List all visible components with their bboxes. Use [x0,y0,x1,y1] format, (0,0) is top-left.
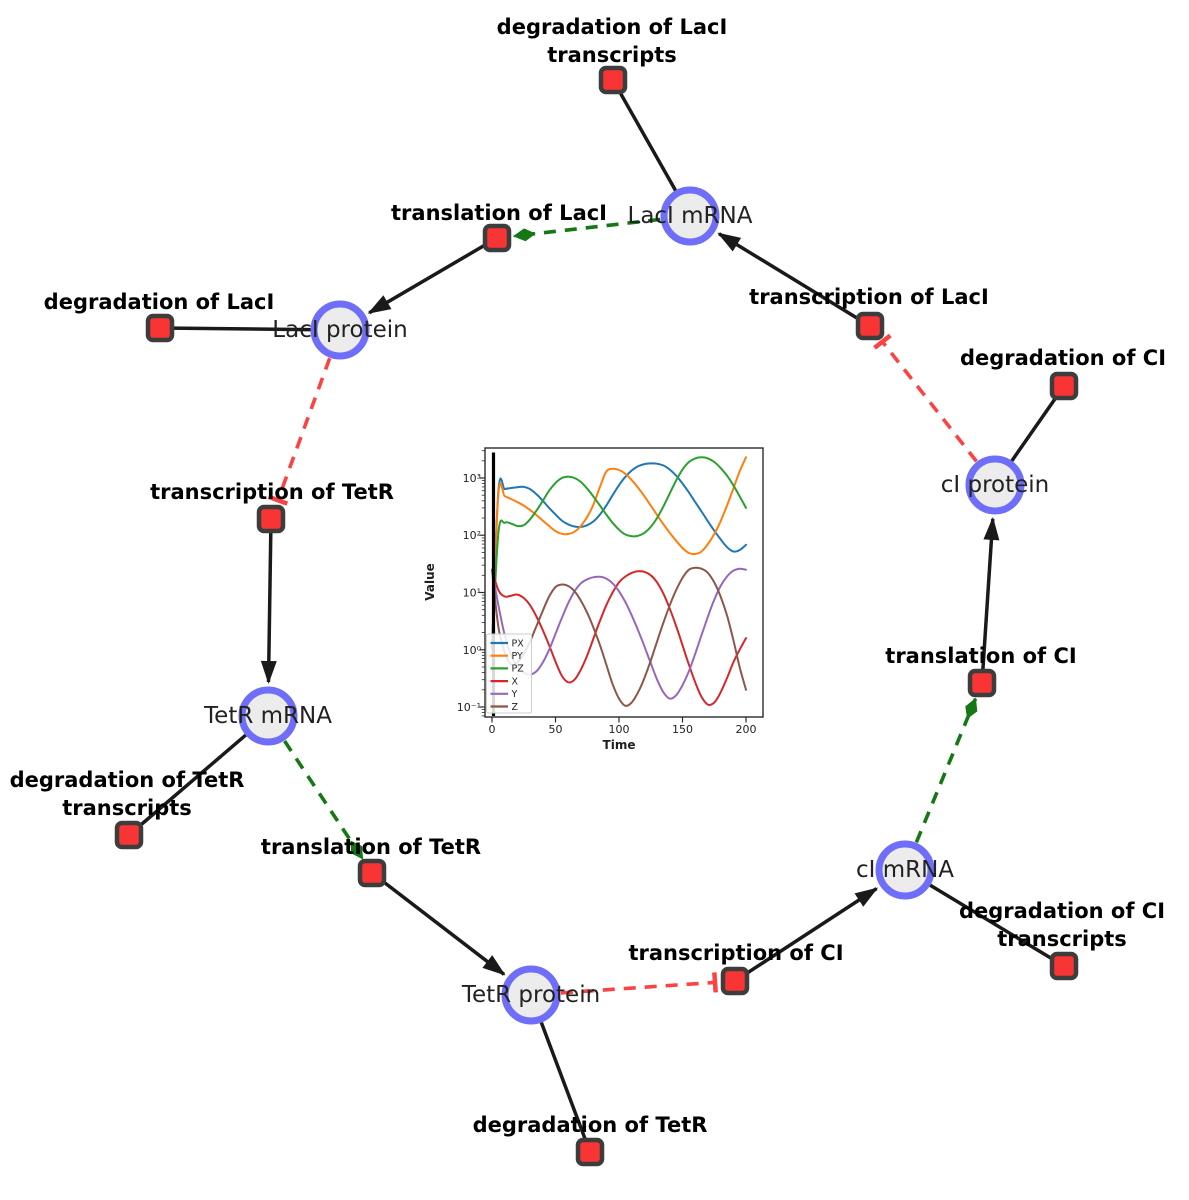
edge-reactant-tetr-mrna-to-degradation-of-tetr-transcripts [127,714,270,837]
chart-series-Y [491,567,747,700]
reaction-node-transcription-of-ci[interactable] [720,966,750,996]
legend-label: Y [511,689,518,700]
reaction-label-degradation-of-ci-transcripts: transcripts [997,927,1127,951]
chart-curves [491,456,747,707]
edge-reactant-ci-mrna-to-degradation-of-ci-transcripts [904,868,1065,968]
y-tick-label: 10⁻¹ [457,701,481,714]
reaction-node-degradation-of-laci-transcripts[interactable] [598,65,628,95]
reaction-label-degradation-of-tetr-transcripts: transcripts [62,796,192,820]
species-node-laci-mrna[interactable] [660,186,720,246]
reaction-node-degradation-of-tetr[interactable] [575,1137,605,1167]
species-node-tetr-mrna[interactable] [238,686,298,746]
reaction-label-degradation-of-ci: degradation of CI [960,346,1166,370]
reaction-label-degradation-of-laci-transcripts: degradation of LacI [497,15,728,39]
x-tick-label: 200 [736,723,757,736]
edges-layer [127,79,1066,1153]
reaction-label-degradation-of-tetr-transcripts: degradation of TetR [10,768,245,792]
edge-modifier-laci-mrna-to-translation-of-laci [512,217,661,242]
y-tick-label: 10³ [463,472,481,485]
species-label-ci-protein: cI protein [941,472,1050,498]
x-tick-label: 150 [672,723,693,736]
chart-series-Z [491,566,747,707]
x-tick-label: 50 [549,723,563,736]
legend-label: PZ [512,664,525,675]
edge-modifier-tetr-mrna-to-translation-of-tetr [283,740,365,860]
x-tick-label: 100 [609,723,630,736]
legend-label: PY [512,651,524,662]
species-label-tetr-protein: TetR protein [461,982,600,1008]
species-label-laci-mrna: LacI mRNA [628,203,753,229]
species-label-laci-protein: LacI protein [272,317,407,343]
y-tick-label: 10⁰ [463,644,482,657]
reaction-node-degradation-of-laci[interactable] [145,313,175,343]
y-tick-label: 10² [463,529,481,542]
edge-inhibition-laci-protein-to-transcription-of-tetr [267,357,332,506]
species-label-ci-mrna: cI mRNA [856,857,954,883]
inset-chart: 0 50 100 150 200 10³ 10² 10¹ 10⁰ 10⁻¹ Va… [423,447,764,752]
reaction-node-degradation-of-ci[interactable] [1049,371,1079,401]
chart-axes-frame [484,447,764,718]
reaction-node-degradation-of-tetr-transcripts[interactable] [114,820,144,850]
legend-label: Z [512,702,519,713]
edge-product-translation-of-tetr-to-tetr-protein [370,871,506,976]
reaction-label-translation-of-laci: translation of LacI [391,201,607,225]
edge-modifier-ci-mrna-to-translation-of-ci [914,697,978,843]
legend-box [486,633,532,714]
species-label-tetr-mrna: TetR mRNA [203,703,332,729]
chart-series-PX [491,462,747,651]
edge-product-transcription-of-ci-to-ci-mrna [734,887,879,983]
edge-product-transcription-of-tetr-to-tetr-mrna [260,518,277,684]
reaction-node-translation-of-laci[interactable] [482,223,512,253]
nodes-layer [114,65,1079,1167]
species-node-laci-protein[interactable] [310,300,370,360]
species-node-tetr-protein[interactable] [501,965,561,1025]
edge-inhibition-tetr-protein-to-transcription-of-ci [560,972,718,995]
reaction-label-degradation-of-laci-transcripts: transcripts [547,43,677,67]
reaction-node-transcription-of-tetr[interactable] [256,504,286,534]
chart-series-PZ [491,456,747,651]
edge-product-translation-of-laci-to-laci-protein [367,236,498,315]
edge-inhibition-ci-protein-to-transcription-of-laci [873,333,978,463]
x-tick-label: 0 [489,723,496,736]
chart-legend: PX PY PZ X Y Z [486,633,532,714]
reaction-label-degradation-of-laci: degradation of LacI [44,290,275,314]
reaction-label-transcription-of-laci: transcription of LacI [749,285,989,309]
reaction-node-translation-of-ci[interactable] [967,668,997,698]
reaction-node-transcription-of-laci[interactable] [855,311,885,341]
chart-xlabel: Time [603,738,636,752]
legend-label: PX [512,638,525,649]
chart-series-X [491,568,747,706]
chart-series-PY [491,456,747,651]
edge-product-transcription-of-laci-to-laci-mrna [717,232,871,328]
reaction-label-translation-of-tetr: translation of TetR [261,835,481,859]
reaction-label-translation-of-ci: translation of CI [885,644,1076,668]
species-node-ci-protein[interactable] [965,455,1025,515]
reaction-label-degradation-of-ci-transcripts: degradation of CI [959,899,1165,923]
reaction-label-transcription-of-tetr: transcription of TetR [150,480,394,504]
edge-product-translation-of-ci-to-ci-protein [980,516,1000,684]
species-node-ci-mrna[interactable] [875,840,935,900]
reaction-label-degradation-of-tetr: degradation of TetR [473,1113,708,1137]
chart-ylabel: Value [423,563,437,601]
labels-layer: LacI mRNA LacI protein cI protein TetR mRNA… [10,15,1166,1137]
reaction-node-degradation-of-ci-transcripts[interactable] [1049,951,1079,981]
reaction-node-translation-of-tetr[interactable] [357,858,387,888]
legend-label: X [512,676,519,687]
y-tick-label: 10¹ [463,587,481,600]
reaction-label-transcription-of-ci: transcription of CI [628,941,843,965]
edge-reactant-laci-protein-to-degradation-of-laci [159,326,341,332]
